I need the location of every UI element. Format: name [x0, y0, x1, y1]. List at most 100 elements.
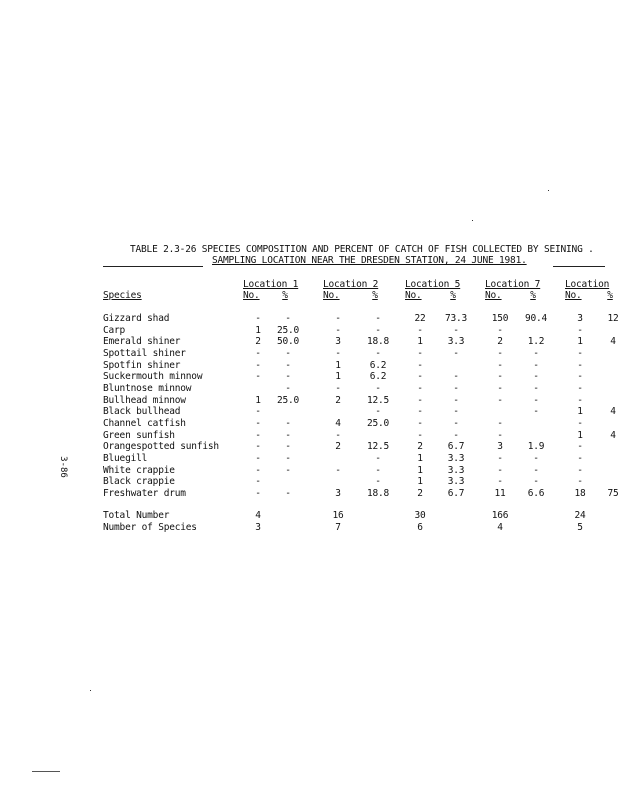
scan-speck	[548, 190, 549, 191]
percent-cell: -	[533, 359, 539, 371]
scan-speck	[472, 220, 473, 221]
count-cell: 2	[497, 336, 503, 348]
totals-cell: 7	[335, 522, 341, 533]
percent-cell: -	[453, 406, 459, 418]
percent-cell: 6.7	[447, 488, 465, 500]
count-cell: -	[417, 394, 423, 406]
percent-cell: 12.5	[366, 441, 390, 453]
count-cell: -	[255, 406, 261, 418]
count-cell: -	[417, 324, 423, 336]
count-cell: -	[577, 394, 583, 406]
count-cell: 1	[577, 429, 583, 441]
percent-cell: -	[285, 359, 291, 371]
no-header: No.	[565, 290, 582, 301]
percent-cell: 75	[607, 488, 618, 500]
no-header: No.	[485, 290, 502, 301]
totals-cell: 16	[332, 510, 344, 521]
percent-cell: -	[453, 394, 459, 406]
location-header: Location 1	[243, 279, 299, 290]
totals-cell: 6	[417, 522, 423, 533]
count-cell: -	[497, 418, 503, 430]
species-name: Black crappie	[103, 476, 175, 488]
count-cell: -	[335, 429, 341, 441]
percent-cell: -	[453, 383, 459, 395]
percent-cell: -	[285, 418, 291, 430]
percent-cell: -	[285, 313, 291, 324]
count-cell: 1	[255, 394, 261, 406]
count-cell: 2	[417, 488, 423, 500]
percent-cell: -	[285, 488, 291, 500]
percent-cell: -	[285, 464, 291, 476]
totals-cell: 30	[414, 510, 426, 521]
count-cell: 3	[577, 313, 583, 324]
count-cell: -	[497, 453, 503, 465]
species-name: Freshwater drum	[103, 488, 186, 500]
species-name: Orangespotted sunfish	[103, 441, 219, 453]
pct-header: %	[607, 290, 613, 301]
count-cell: -	[417, 371, 423, 383]
species-name: Bluntnose minnow	[103, 383, 192, 395]
percent-cell: -	[533, 406, 539, 418]
percent-cell: -	[285, 453, 291, 465]
count-cell: 2	[255, 336, 261, 348]
count-cell: 2	[335, 394, 341, 406]
count-cell: -	[497, 394, 503, 406]
location-header: Location 5	[405, 279, 461, 290]
percent-cell: -	[285, 441, 291, 453]
percent-cell: -	[285, 383, 291, 395]
count-cell: -	[417, 418, 423, 430]
pct-header: %	[450, 290, 456, 301]
header-rule	[103, 266, 203, 267]
percent-cell: -	[533, 464, 539, 476]
species-header: Species	[103, 290, 142, 301]
species-name: Bullhead minnow	[103, 394, 186, 406]
count-cell: -	[335, 348, 341, 359]
percent-cell: -	[533, 348, 539, 359]
percent-cell: -	[285, 348, 291, 359]
percent-cell: -	[453, 371, 459, 383]
count-cell: 1	[255, 324, 261, 336]
pct-header: %	[530, 290, 536, 301]
totals-cell: 166	[491, 510, 509, 521]
percent-cell: 6.2	[369, 371, 387, 383]
percent-cell: 3.3	[447, 453, 465, 465]
count-cell: -	[335, 313, 341, 324]
count-cell: 3	[497, 441, 503, 453]
percent-cell: 12.5	[366, 394, 390, 406]
totals-cell: 4	[255, 510, 261, 521]
location-header: Location	[565, 279, 610, 290]
count-cell: -	[255, 371, 261, 383]
totals-label: Total Number	[103, 510, 170, 521]
count-cell: -	[255, 441, 261, 453]
percent-cell: 50.0	[276, 336, 300, 348]
count-cell: -	[255, 348, 261, 359]
percent-cell: 3.3	[447, 336, 465, 348]
percent-cell: 1.2	[527, 336, 545, 348]
species-name: Emerald shiner	[103, 336, 181, 348]
table-title-line2: SAMPLING LOCATION NEAR THE DRESDEN STATI…	[212, 255, 527, 266]
percent-cell: 25.0	[276, 324, 300, 336]
count-cell: 1	[417, 476, 423, 488]
count-cell: 1	[577, 336, 583, 348]
totals-cell: 4	[497, 522, 503, 533]
header-rule	[553, 266, 605, 267]
count-cell: 1	[417, 453, 423, 465]
count-cell: -	[497, 324, 503, 336]
species-name: Spotfin shiner	[103, 359, 181, 371]
scan-mark	[32, 771, 60, 772]
count-cell: -	[255, 313, 261, 324]
count-cell: -	[255, 418, 261, 430]
percent-cell: -	[285, 371, 291, 383]
count-cell: 18	[574, 488, 586, 500]
percent-cell: 6.2	[369, 359, 387, 371]
count-cell: -	[255, 464, 261, 476]
percent-cell: -	[375, 383, 381, 395]
percent-cell: -	[375, 406, 381, 418]
percent-cell: 3.3	[447, 464, 465, 476]
percent-cell: 73.3	[444, 313, 468, 324]
location-header: Location 7	[485, 279, 541, 290]
count-cell: 4	[335, 418, 341, 430]
count-cell: -	[577, 476, 583, 488]
count-cell: -	[417, 429, 423, 441]
count-cell: 1	[335, 359, 341, 371]
